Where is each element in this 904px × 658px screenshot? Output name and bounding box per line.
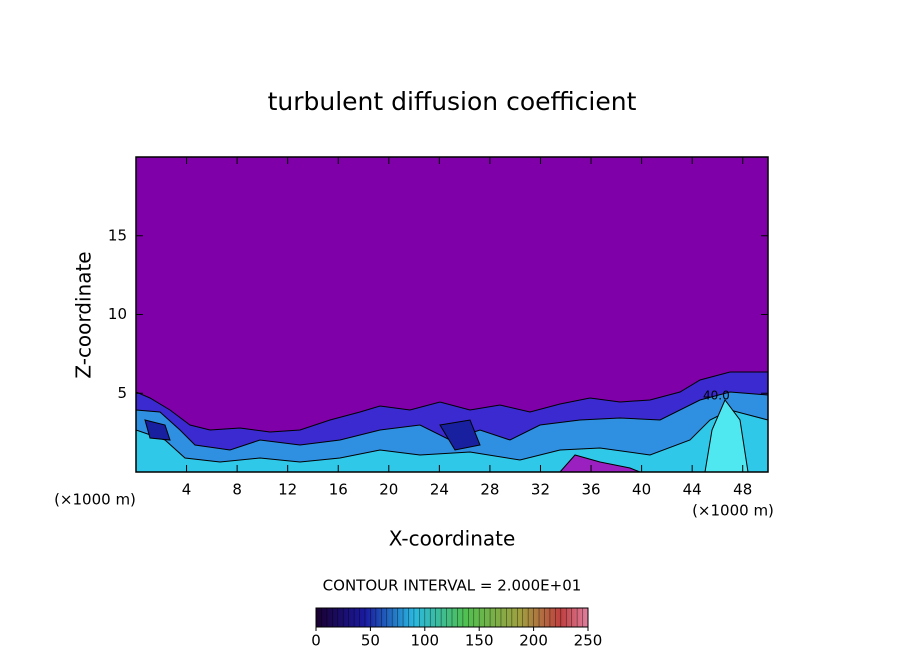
x-unit-label: (×1000 m) xyxy=(54,491,136,509)
x-tick-label: 44 xyxy=(683,481,702,499)
x-tick-label: 36 xyxy=(581,481,600,499)
x-axis-title: X-coordinate xyxy=(389,527,516,551)
x-tick-label: 24 xyxy=(430,481,449,499)
colorbar-tick-label: 250 xyxy=(574,632,603,650)
colorbar-tick-label: 100 xyxy=(410,632,439,650)
colorbar-tick-label: 200 xyxy=(519,632,548,650)
colorbar-tick-label: 50 xyxy=(361,632,380,650)
x-tick-label: 48 xyxy=(733,481,752,499)
contour-interval: CONTOUR INTERVAL = 2.000E+01 xyxy=(323,577,582,595)
contour-label: 40.0 xyxy=(703,389,730,403)
x-tick-label: 8 xyxy=(232,481,242,499)
x-tick-label: 32 xyxy=(531,481,550,499)
y-tick-label: 10 xyxy=(108,305,127,323)
colorbar-tick-label: 150 xyxy=(465,632,494,650)
y-tick-label: 5 xyxy=(117,384,127,402)
colorbar-tick-label: 0 xyxy=(311,632,321,650)
y-axis-title: Z-coordinate xyxy=(72,251,96,378)
x-unit-label: (×1000 m) xyxy=(692,502,774,520)
x-tick-label: 4 xyxy=(182,481,192,499)
x-tick-label: 12 xyxy=(278,481,297,499)
y-tick-label: 15 xyxy=(108,226,127,244)
x-tick-label: 40 xyxy=(632,481,651,499)
x-tick-label: 28 xyxy=(480,481,499,499)
field xyxy=(136,371,768,472)
x-tick-label: 20 xyxy=(379,481,398,499)
chart-title: turbulent diffusion coefficient xyxy=(268,87,637,116)
x-tick-label: 16 xyxy=(329,481,348,499)
